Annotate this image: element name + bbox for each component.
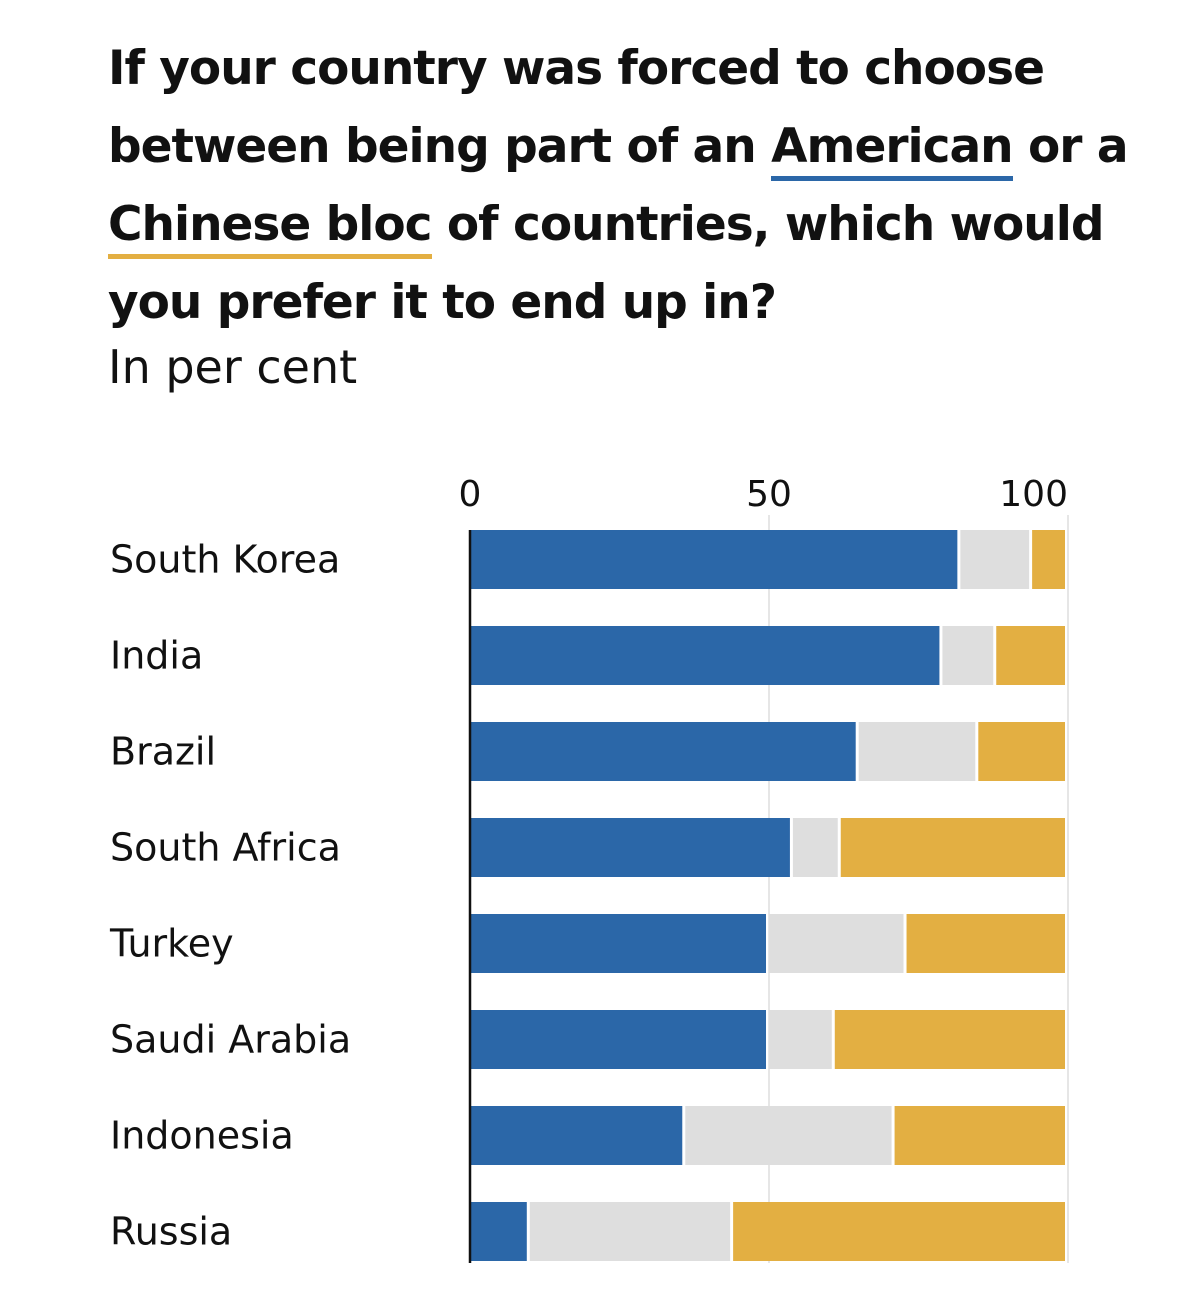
bar-segment-chinese <box>834 1010 1065 1069</box>
bar-segment-neither <box>769 914 904 973</box>
bar-segment-american <box>470 626 940 685</box>
bar-segment-american <box>470 1010 766 1069</box>
title-american-highlight: American <box>771 119 1014 181</box>
bar-segment-american <box>470 722 856 781</box>
x-tick-label: 50 <box>746 474 792 515</box>
bar-segment-chinese <box>906 914 1065 973</box>
category-label: Russia <box>110 1210 232 1254</box>
bar-segment-chinese <box>733 1202 1065 1261</box>
bar-segment-american <box>470 1202 527 1261</box>
bar-segment-chinese <box>840 818 1065 877</box>
bar-segment-neither <box>858 722 976 781</box>
category-label: South Korea <box>110 538 340 582</box>
x-tick-label: 0 <box>459 474 482 515</box>
category-label: South Africa <box>110 826 341 870</box>
chart-title: If your country was forced to choose bet… <box>108 30 1148 342</box>
title-text: of countries, which would you prefer it … <box>108 197 1104 330</box>
bar-segment-chinese <box>978 722 1065 781</box>
stacked-bar-chart: 0 50 100 South Korea India Brazil South Africa… <box>109 474 1069 1263</box>
category-label: Turkey <box>109 922 234 966</box>
chart-subtitle: In per cent <box>108 340 358 394</box>
category-label: India <box>110 634 203 678</box>
bar-segment-american <box>470 1106 683 1165</box>
bar-segment-neither <box>942 626 994 685</box>
title-text: If your country was forced to choose bet… <box>108 41 1045 174</box>
bar-segment-neither <box>685 1106 892 1165</box>
bar-segment-chinese <box>996 626 1065 685</box>
bar-segment-neither <box>529 1202 731 1261</box>
x-tick-label: 100 <box>999 474 1068 515</box>
bar-segment-chinese <box>894 1106 1065 1165</box>
category-label: Saudi Arabia <box>110 1018 351 1062</box>
category-label: Indonesia <box>110 1114 294 1158</box>
bar-segment-neither <box>792 818 838 877</box>
bar-segment-american <box>470 818 790 877</box>
title-chinese-highlight: Chinese bloc <box>108 197 433 259</box>
title-text: or a <box>1012 119 1129 174</box>
bar-segment-american <box>470 530 958 589</box>
category-label: Brazil <box>110 730 216 774</box>
bar-segment-american <box>470 914 766 973</box>
bar-segment-neither <box>769 1010 832 1069</box>
bar-segment-chinese <box>1032 530 1065 589</box>
bar-segment-neither <box>960 530 1030 589</box>
